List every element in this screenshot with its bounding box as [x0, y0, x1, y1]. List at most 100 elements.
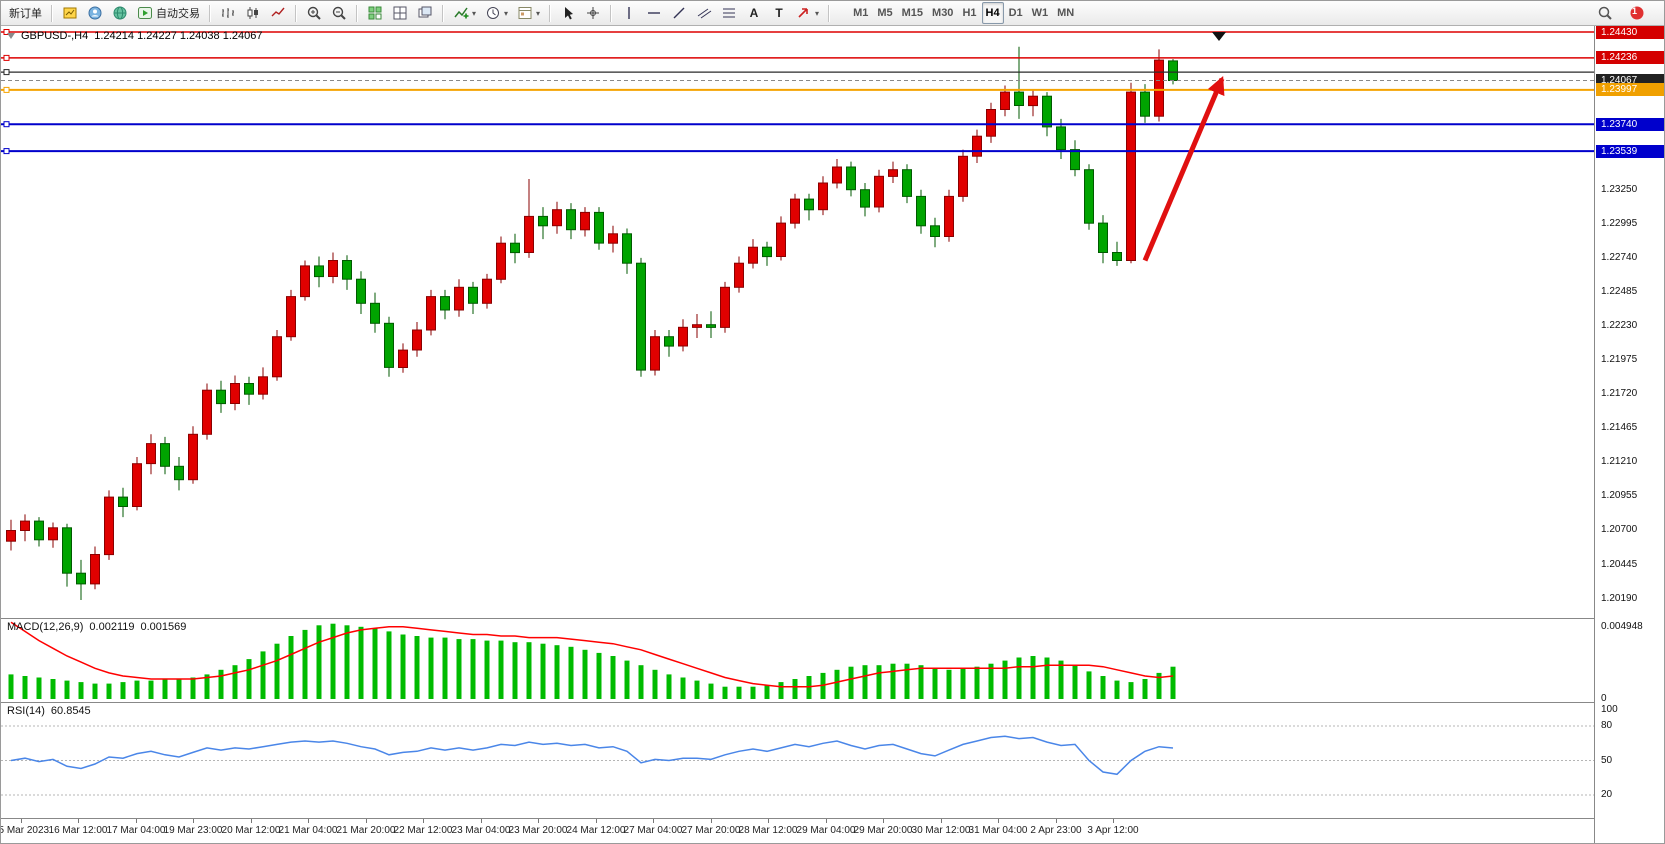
search-button[interactable]: [1593, 2, 1617, 24]
toolbar-group: [363, 2, 437, 24]
price-tick-label: 1.21720: [1601, 388, 1638, 399]
rsi-surface[interactable]: [1, 703, 1594, 818]
time-label: 2 Apr 23:00: [1030, 825, 1082, 836]
toolbar-separator: [51, 4, 53, 22]
autotrading-icon: [137, 5, 153, 21]
time-label: 3 Apr 12:00: [1087, 825, 1139, 836]
macd-panel[interactable]: MACD(12,26,9) 0.002119 0.001569: [1, 619, 1594, 703]
time-tick: [423, 819, 424, 823]
price-tick-label: 1.21210: [1601, 456, 1638, 467]
resistance-line-2-handle[interactable]: [3, 54, 10, 61]
arrows-icon: [796, 5, 812, 21]
templates-button[interactable]: ▾: [513, 2, 544, 24]
crosshair-icon: [585, 5, 601, 21]
tile-icon: [392, 5, 408, 21]
rsi-axis-label: 50: [1601, 755, 1613, 766]
macd-label: MACD(12,26,9) 0.002119 0.001569: [7, 621, 186, 633]
marker-triangle[interactable]: [1212, 32, 1226, 41]
timeframe-h1[interactable]: H1: [958, 2, 980, 24]
time-tick: [78, 819, 79, 823]
vertical-line-button[interactable]: [617, 2, 641, 24]
price-chart-panel[interactable]: GBPUSD-,H4 1.24214 1.24227 1.24038 1.240…: [1, 26, 1594, 619]
macd-surface[interactable]: [1, 619, 1594, 702]
price-tag: 1.24236: [1596, 51, 1664, 64]
toolbar-group: [216, 2, 290, 24]
navigator-button[interactable]: [108, 2, 132, 24]
orange-level-line-handle[interactable]: [3, 86, 10, 93]
timeframe-m15[interactable]: M15: [898, 2, 927, 24]
time-label: 16 Mar 12:00: [48, 825, 108, 836]
chevron-down-icon: ▾: [504, 8, 509, 18]
new-order-button[interactable]: 新订单: [5, 2, 46, 24]
fibonacci-button[interactable]: [717, 2, 741, 24]
cascade-windows-button[interactable]: [413, 2, 437, 24]
timeframe-m30[interactable]: M30: [928, 2, 957, 24]
timeframe-h4[interactable]: H4: [981, 2, 1004, 24]
price-chart-surface[interactable]: [1, 26, 1594, 618]
timeframe-m1[interactable]: M1: [849, 2, 872, 24]
market-watch-button[interactable]: [83, 2, 107, 24]
price-tag: 1.23997: [1596, 83, 1664, 96]
timeframe-h4-label: H4: [985, 7, 1000, 19]
add-indicator-button[interactable]: ▾: [449, 2, 480, 24]
new-order-button-label: 新订单: [9, 8, 42, 20]
autotrading-button[interactable]: 自动交易: [133, 2, 204, 24]
equidistant-channel-button[interactable]: [692, 2, 716, 24]
time-label: 21 Mar 04:00: [278, 825, 338, 836]
horizontal-line-button[interactable]: [642, 2, 666, 24]
time-label: 20 Mar 12:00: [221, 825, 281, 836]
trend-arrow-annotation[interactable]: [1142, 76, 1225, 262]
macd-main-value: 0.002119: [89, 621, 135, 633]
text-label-button[interactable]: T: [767, 2, 791, 24]
trendline-button[interactable]: [667, 2, 691, 24]
notifications-button[interactable]: 1: [1625, 4, 1650, 23]
toolbar-separator: [610, 4, 613, 22]
new-chart-button[interactable]: [363, 2, 387, 24]
search-icon: [1597, 5, 1613, 21]
cascade-icon: [417, 5, 433, 21]
timeframe-mn[interactable]: MN: [1053, 2, 1078, 24]
time-label: 23 Mar 20:00: [508, 825, 568, 836]
crosshair-button[interactable]: [581, 2, 605, 24]
bars-icon: [220, 5, 236, 21]
timeframe-m5[interactable]: M5: [873, 2, 896, 24]
tile-windows-button[interactable]: [388, 2, 412, 24]
line-chart-button[interactable]: [266, 2, 290, 24]
toolbar-separator: [295, 4, 297, 22]
price-tick-label: 1.22230: [1601, 320, 1638, 331]
time-tick: [826, 819, 827, 823]
macd-axis-label: 0.004948: [1601, 621, 1643, 632]
zoom-out-button[interactable]: [327, 2, 351, 24]
bar-chart-button[interactable]: [216, 2, 240, 24]
time-label: 15 Mar 2023: [1, 825, 50, 836]
arrow-objects-button[interactable]: ▾: [792, 2, 823, 24]
time-label: 30 Mar 12:00: [911, 825, 971, 836]
rsi-value: 60.8545: [50, 705, 91, 717]
collapse-ohlc-icon[interactable]: [7, 33, 15, 39]
cursor-button[interactable]: [556, 2, 580, 24]
time-label: 28 Mar 12:00: [738, 825, 798, 836]
periods-button[interactable]: ▾: [481, 2, 512, 24]
ohlc-values: 1.24214 1.24227 1.24038 1.24067: [94, 30, 263, 42]
support-line-1-handle[interactable]: [3, 121, 10, 128]
black-level-line-handle[interactable]: [3, 69, 10, 76]
timeframe-w1[interactable]: W1: [1028, 2, 1053, 24]
resistance-line-1-handle[interactable]: [3, 29, 10, 35]
toolbar-group: [556, 2, 605, 24]
time-tick: [1113, 819, 1114, 823]
price-axis[interactable]: 1.23250 1.22995 1.22740 1.22485 1.22230 1.219…: [1594, 26, 1664, 843]
timeframe-d1[interactable]: D1: [1005, 2, 1027, 24]
timeframe-w1-label: W1: [1031, 7, 1049, 19]
rsi-panel[interactable]: RSI(14) 60.8545: [1, 703, 1594, 819]
cursor-icon: [560, 5, 576, 21]
zoom-in-button[interactable]: [302, 2, 326, 24]
time-tick: [596, 819, 597, 823]
candlestick-chart-button[interactable]: [241, 2, 265, 24]
support-line-2-handle[interactable]: [3, 148, 10, 155]
time-label: 22 Mar 12:00: [393, 825, 453, 836]
text-button[interactable]: A: [742, 2, 766, 24]
time-tick: [251, 819, 252, 823]
horizontal-line-objects[interactable]: [1, 29, 1594, 155]
charts-button[interactable]: [58, 2, 82, 24]
